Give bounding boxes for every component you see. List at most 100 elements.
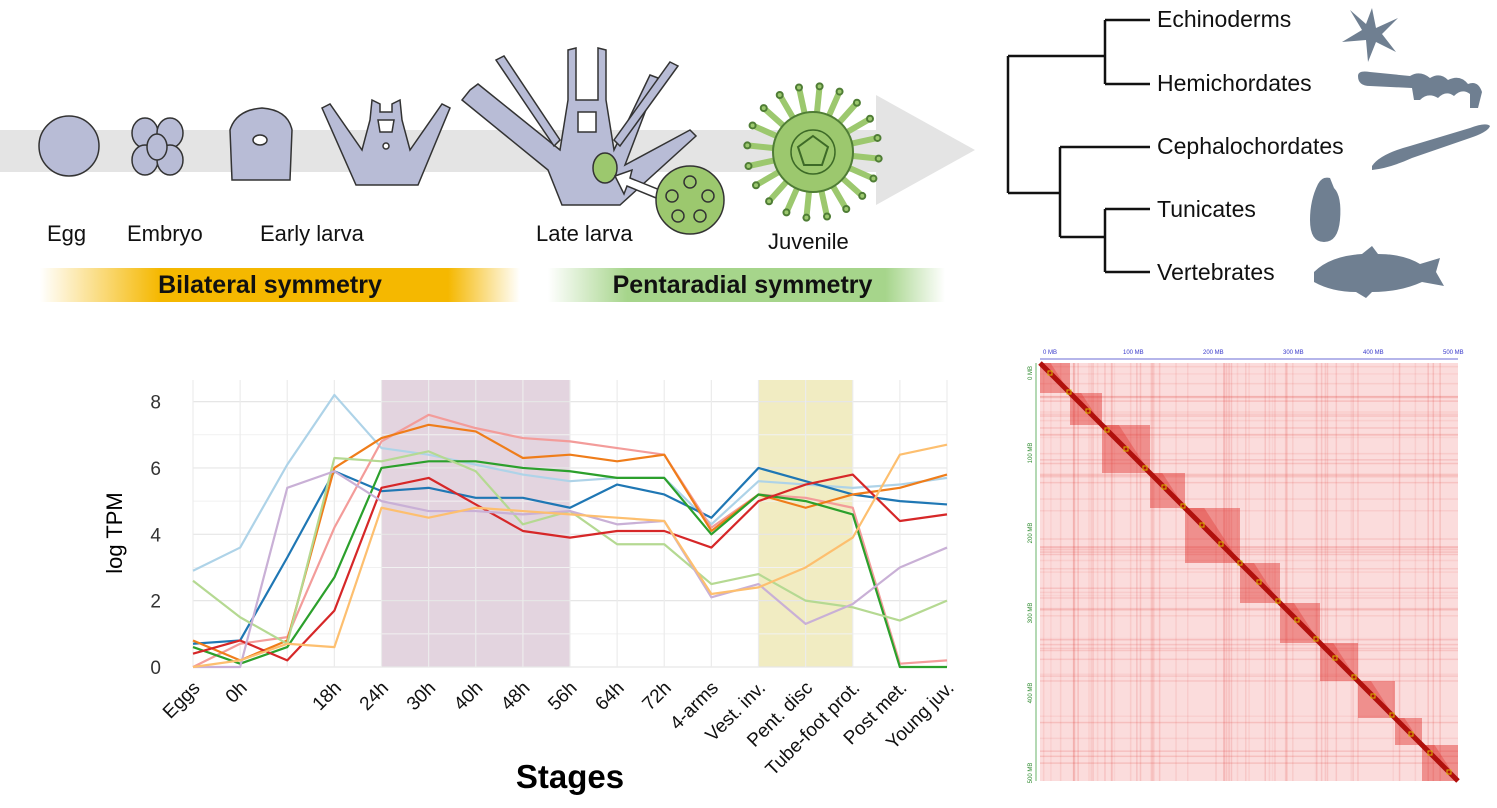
hic-stripe <box>1040 762 1458 764</box>
bilateral-band <box>40 268 520 302</box>
hic-stripe <box>1158 363 1161 781</box>
juvenile-spine <box>744 142 779 152</box>
hic-stripe <box>1059 363 1062 781</box>
juvenile-spine <box>783 183 801 216</box>
hic-stripe <box>1040 549 1458 551</box>
x-axis-label: Stages <box>516 758 624 795</box>
hic-stripe <box>1150 363 1152 781</box>
hic-domain-marker <box>1351 674 1357 680</box>
hic-stripe <box>1096 363 1099 781</box>
hic-domain-marker <box>1294 617 1300 623</box>
hic-stripe <box>1230 363 1233 781</box>
hic-stripe <box>1040 607 1458 610</box>
phylogenetic-tree <box>1006 8 1490 298</box>
hic-stripe <box>1040 373 1458 375</box>
hic-stripe <box>1040 415 1458 417</box>
hic-stripe <box>1040 538 1458 540</box>
y-tick-label: 2 <box>150 592 161 613</box>
hic-stripe <box>1040 546 1458 548</box>
hic-domain-marker <box>1332 655 1338 661</box>
hic-stripe <box>1040 762 1458 764</box>
hic-stripe <box>1236 363 1239 781</box>
hic-stripe <box>1040 658 1458 661</box>
juvenile-spine <box>749 122 782 140</box>
hic-stripe <box>1040 643 1458 646</box>
hic-stripe <box>1040 462 1458 465</box>
hic-stripe <box>1264 363 1267 781</box>
hic-domain-marker <box>1446 769 1452 775</box>
hic-stripe <box>1042 363 1045 781</box>
hic-stripe <box>1392 363 1394 781</box>
hic-stripe <box>1040 551 1458 553</box>
y-tick-label: 4 <box>150 525 161 546</box>
tube-foot-tip <box>782 208 791 217</box>
juvenile-spine <box>847 134 881 147</box>
hic-left-tick: 100 MB <box>1028 443 1034 464</box>
lancelet-icon <box>1372 124 1490 170</box>
series-line-7 <box>193 470 948 669</box>
hic-stripe <box>1077 363 1079 781</box>
starfish-icon <box>1342 8 1398 62</box>
hic-top-tick: 200 MB <box>1203 350 1224 356</box>
tube-foot-tip <box>874 154 883 163</box>
early-larva-label: Early larva <box>260 221 364 246</box>
tube-foot-tip <box>866 114 875 123</box>
timeline-arrow <box>0 95 975 205</box>
tube-foot-tip <box>802 213 811 222</box>
juvenile-spine <box>844 164 877 182</box>
x-tick-label: 24h <box>356 678 393 715</box>
juvenile-spine <box>745 157 779 170</box>
hic-stripe <box>1040 715 1458 717</box>
juvenile-spine <box>795 84 808 118</box>
hic-stripe <box>1223 363 1225 781</box>
series-line-3 <box>192 423 948 662</box>
embryo-drawing <box>131 117 184 176</box>
tube-foot-tip <box>765 197 774 206</box>
tube-foot-tip <box>835 87 844 96</box>
hic-stripe <box>1040 400 1458 402</box>
juvenile-spine <box>838 174 866 199</box>
hic-stripe <box>1223 363 1225 781</box>
hic-stripe <box>1040 411 1458 413</box>
series-line-6 <box>192 473 948 662</box>
x-tick-label: 48h <box>497 678 534 715</box>
hic-domain-marker <box>1256 579 1262 585</box>
taxon-vertebrates: Vertebrates <box>1157 259 1275 285</box>
developmental-stages-illustration <box>0 47 975 302</box>
hic-stripe <box>1040 427 1458 429</box>
tube-foot-tip <box>869 174 878 183</box>
x-tick-label: 72h <box>639 678 676 715</box>
late-larva-drawing <box>460 47 698 206</box>
hic-stripe <box>1040 643 1458 646</box>
hic-stripe <box>1040 750 1458 752</box>
hic-stripe <box>1316 363 1318 781</box>
egg-drawing <box>38 115 100 177</box>
tube-foot-tip <box>751 181 760 190</box>
hic-stripe <box>1040 452 1458 455</box>
x-tick-label: 40h <box>450 678 487 715</box>
series-line-2 <box>192 413 948 668</box>
hic-stripe <box>1215 363 1217 781</box>
hic-top-tick: 500 MB <box>1443 350 1464 356</box>
hic-domain-marker <box>1066 389 1072 395</box>
hic-domain-marker <box>1161 484 1167 490</box>
hic-stripe <box>1073 363 1075 781</box>
hic-stripe <box>1175 363 1177 781</box>
hic-stripe <box>1113 363 1116 781</box>
hic-stripe <box>1228 363 1230 781</box>
hic-stripe <box>1040 755 1458 758</box>
hic-stripe <box>1040 382 1458 385</box>
tube-foot-tip <box>748 121 757 130</box>
x-tick-label: 64h <box>591 678 628 715</box>
hic-domain-marker <box>1104 427 1110 433</box>
egg-label: Egg <box>47 221 87 246</box>
taxon-tunicates: Tunicates <box>1157 196 1256 222</box>
hic-stripe <box>1439 363 1441 781</box>
hic-left-tick: 500 MB <box>1028 763 1034 784</box>
hic-stripe <box>1414 363 1417 781</box>
hic-domain-marker <box>1389 712 1395 718</box>
hic-stripe <box>1040 721 1458 724</box>
hic-stripe <box>1153 363 1155 781</box>
hic-stripe <box>1090 363 1092 781</box>
